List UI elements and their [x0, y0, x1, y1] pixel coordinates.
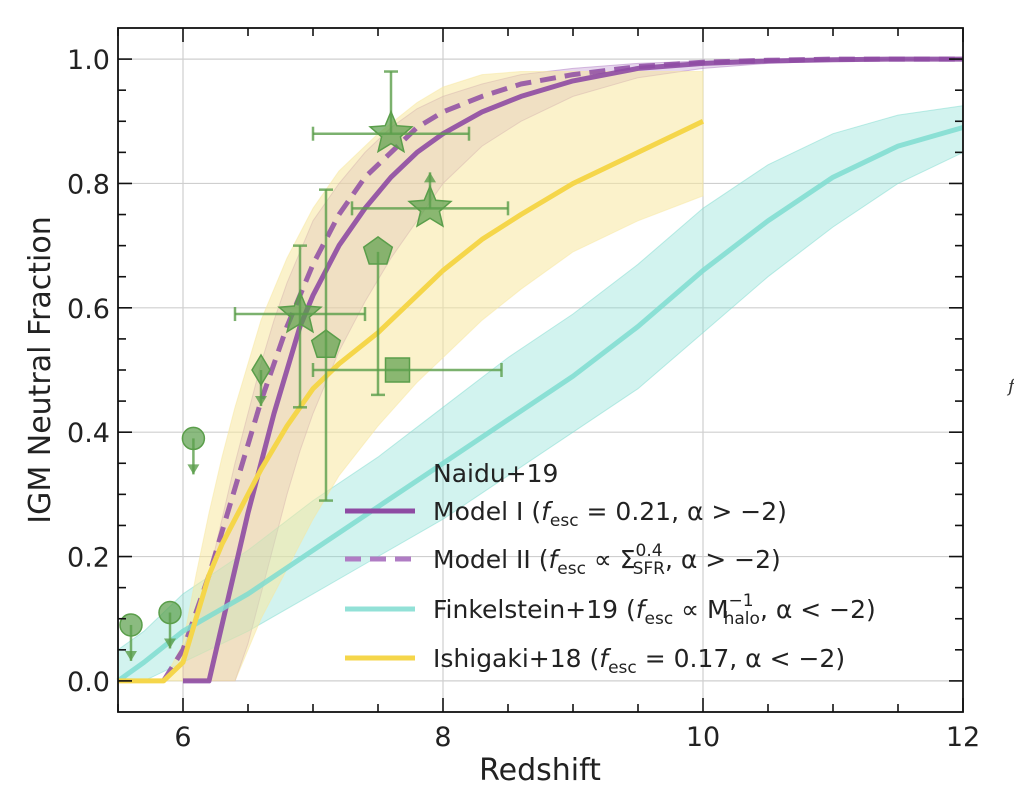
- x-axis-label: Redshift: [479, 753, 601, 788]
- legend-title: Naidu+19: [433, 459, 558, 488]
- obs-star: [407, 184, 453, 228]
- x-tick-label: 12: [946, 722, 980, 753]
- bands: [117, 58, 964, 682]
- y-tick-label: 0.4: [67, 418, 110, 449]
- obs-pentagon: [310, 329, 342, 359]
- y-tick-label: 0.0: [67, 667, 110, 698]
- y-tick-label: 0.6: [67, 294, 110, 325]
- x-tick-label: 8: [434, 722, 451, 753]
- band-ishigaki-18: [118, 71, 704, 682]
- edge-glyph: f: [1006, 376, 1014, 397]
- obs-circle: [119, 613, 143, 637]
- legend-entry-label: Model I (fesc = 0.21, α > −2): [433, 497, 787, 531]
- x-tick-label: 6: [174, 722, 191, 753]
- y-tick-label: 0.8: [67, 169, 110, 200]
- obs-star: [368, 109, 414, 154]
- legend-entry-label: Model II (fesc ∝ Σ0.4 SFR, α > −2): [433, 541, 781, 579]
- line-finkelstein-19: [116, 125, 964, 683]
- y-tick-label: 0.2: [67, 543, 110, 574]
- line-model-i: [183, 56, 963, 684]
- series-lines: [116, 56, 964, 684]
- obs-pentagon: [362, 235, 394, 265]
- y-tick-label: 1.0: [67, 45, 110, 76]
- x-tick-label: 10: [686, 722, 720, 753]
- y-axis-label: IGM Neutral Fraction: [23, 216, 58, 524]
- limit-arrow-head: [424, 172, 436, 183]
- limit-arrow-head: [125, 650, 137, 661]
- obs-square: [384, 357, 411, 383]
- obs-diamond: [251, 353, 271, 387]
- legend-entry-label: Finkelstein+19 (fesc ∝ M−1 halo, α < −2): [433, 591, 876, 629]
- limit-arrow-head: [187, 464, 200, 475]
- observations: [119, 70, 510, 661]
- legend-entry-label: Ishigaki+18 (fesc = 0.17, α < −2): [433, 644, 845, 678]
- limit-arrow-head: [164, 638, 176, 649]
- legend: Naidu+19 Model I (fesc = 0.21, α > −2) Mod…: [345, 459, 876, 678]
- obs-star: [277, 290, 323, 334]
- ticks: 6 8 10 12 0.0 0.2 0.4 0.6 0.8 1.0: [67, 28, 980, 753]
- line-model-ii: [161, 56, 963, 683]
- obs-circle: [181, 426, 206, 451]
- limit-arrow-head: [255, 396, 267, 406]
- obs-circle: [158, 600, 182, 625]
